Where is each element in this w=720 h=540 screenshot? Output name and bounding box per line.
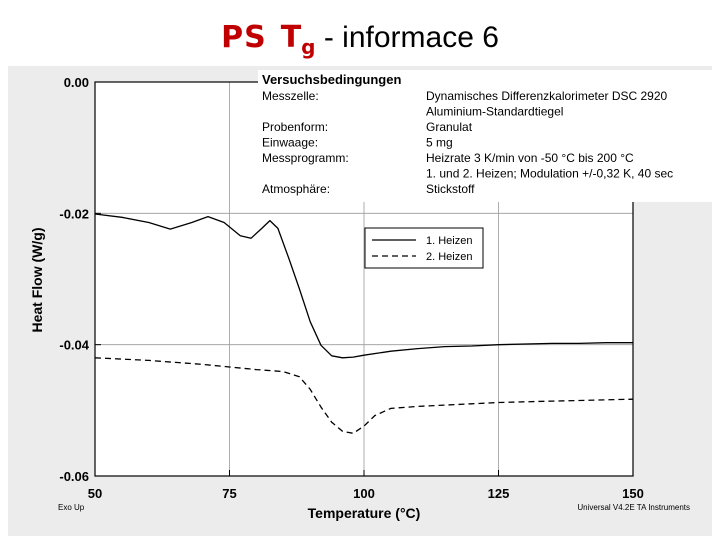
footer-exo-up: Exo Up — [58, 503, 85, 512]
conditions-value: Stickstoff — [426, 182, 475, 196]
slide-title: PS Tg - informace 6 — [0, 20, 720, 59]
legend: 1. Heizen 2. Heizen — [372, 235, 472, 263]
conditions-value: 5 mg — [426, 136, 453, 150]
y-tick-label: -0.04 — [59, 338, 89, 353]
x-tick-label: 100 — [353, 486, 375, 501]
title-symbol: Tg — [280, 20, 316, 59]
y-tick-label: -0.06 — [59, 469, 89, 484]
series-line-2 — [94, 357, 634, 434]
title-symbol-letter: T — [280, 20, 302, 55]
x-tick-label: 75 — [222, 486, 236, 501]
conditions-label: Messprogramm: — [262, 151, 349, 165]
conditions-value: Granulat — [426, 120, 473, 134]
y-tick-label: -0.02 — [59, 206, 89, 221]
conditions-table: Versuchsbedingungen Messzelle: Dynamische… — [262, 72, 673, 196]
x-axis-label: Temperature (°C) — [308, 505, 421, 521]
conditions-heading: Versuchsbedingungen — [262, 72, 401, 87]
conditions-value: Dynamisches Differenzkalorimeter DSC 292… — [426, 89, 668, 103]
conditions-value: 1. und 2. Heizen; Modulation +/-0,32 K, … — [426, 167, 673, 181]
conditions-label: Einwaage: — [262, 136, 318, 150]
series-line-1 — [94, 213, 633, 359]
conditions-label: Atmosphäre: — [262, 182, 330, 196]
title-suffix: - informace 6 — [323, 21, 499, 54]
footer-instrument: Universal V4.2E TA Instruments — [577, 503, 690, 512]
axis-ticks: 50 75 100 125 150 0.00 -0.02 -0.04 -0.06 — [59, 75, 643, 501]
title-subscript: g — [301, 35, 316, 59]
x-tick-label: 150 — [622, 486, 644, 501]
conditions-value: Heizrate 3 K/min von -50 °C bis 200 °C — [426, 151, 634, 165]
conditions-label: Probenform: — [262, 120, 328, 134]
x-tick-label: 125 — [488, 486, 510, 501]
conditions-label: Messzelle: — [262, 89, 319, 103]
y-tick-label: 0.00 — [64, 75, 89, 90]
legend-label-1: 1. Heizen — [426, 235, 472, 247]
conditions-box — [258, 70, 718, 202]
series-group — [94, 213, 634, 434]
x-tick-label: 50 — [88, 486, 102, 501]
y-axis-label: Heat Flow (W/g) — [29, 228, 45, 333]
conditions-value: Aluminium-Standardtiegel — [426, 105, 563, 119]
legend-box — [364, 227, 484, 269]
title-prefix: PS — [221, 20, 267, 55]
legend-label-2: 2. Heizen — [426, 251, 472, 263]
